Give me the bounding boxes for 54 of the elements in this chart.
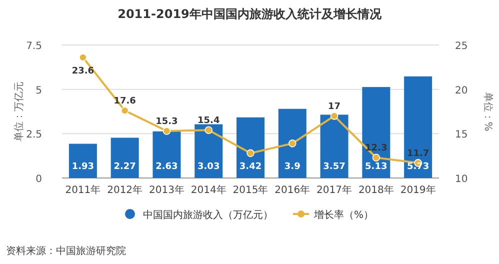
x-tick-label: 2013年 — [148, 184, 184, 196]
x-tick-label: 2017年 — [316, 184, 352, 196]
x-tick-label: 2014年 — [190, 184, 226, 196]
bar — [320, 114, 348, 178]
chart-title: 2011-2019年中国国内旅游收入统计及增长情况 — [118, 7, 382, 21]
bar — [110, 138, 139, 178]
data-label: 3.03 — [198, 162, 220, 172]
bar — [362, 87, 390, 178]
bar — [236, 117, 264, 178]
bar — [68, 144, 97, 178]
bar — [404, 76, 432, 178]
data-label: 15.4 — [198, 116, 220, 126]
y2-tick-label: 15 — [455, 130, 468, 141]
bar — [152, 131, 181, 178]
point — [162, 127, 171, 135]
point — [330, 112, 338, 120]
y-tick-label: 7.5 — [26, 41, 42, 52]
bar — [194, 124, 223, 178]
y-axis-title: 单位：万亿元 — [13, 82, 25, 142]
data-label: 3.42 — [239, 162, 262, 172]
text: 资料来源：中国旅游研究院 — [6, 245, 126, 257]
data-label: 3.57 — [323, 162, 346, 172]
data-label: 23.6 — [72, 66, 94, 76]
point — [246, 149, 254, 158]
x-tick-label: 2011年 — [65, 184, 101, 196]
data-label: 5.13 — [365, 162, 388, 172]
data-label: 17 — [328, 102, 341, 112]
y2-axis-title: 单位：% — [482, 92, 494, 132]
point — [120, 106, 129, 115]
y2-tick-label: 25 — [455, 41, 468, 52]
y-tick-label: 0 — [36, 174, 42, 185]
data-label: 2.27 — [114, 162, 136, 172]
y-tick-label: 2.5 — [26, 130, 42, 141]
legend-label: 增长率（%） — [313, 209, 374, 221]
x-tick-label: 2018年 — [358, 184, 394, 196]
y-tick-label: 5 — [36, 85, 42, 96]
data-label: 15.3 — [156, 117, 178, 128]
legend-label: 中国国内旅游收入（万亿元） — [143, 209, 273, 221]
x-tick-label: 2012年 — [107, 184, 143, 196]
bar — [278, 108, 306, 178]
data-label: 11.7 — [406, 148, 430, 159]
y2-tick-label: 20 — [455, 85, 468, 96]
point — [204, 126, 213, 134]
x-tick-label: 2019年 — [400, 184, 436, 196]
y2-tick-label: 10 — [455, 174, 468, 185]
data-label: 3.9 — [284, 162, 300, 172]
data-label: 1.93 — [72, 162, 94, 172]
data-label: 2.63 — [156, 162, 178, 172]
point — [372, 154, 380, 162]
x-tick-label: 2016年 — [274, 184, 310, 196]
point — [288, 140, 296, 148]
point — [79, 54, 87, 62]
data-label: 5.73 — [406, 162, 430, 172]
x-tick-label: 2015年 — [232, 184, 268, 196]
